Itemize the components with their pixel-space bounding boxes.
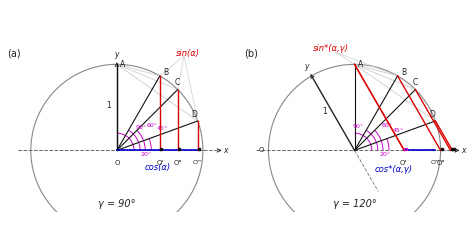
Text: 90°: 90°: [136, 124, 146, 130]
Text: 20°: 20°: [380, 152, 391, 157]
Text: 1: 1: [322, 107, 327, 116]
Text: A: A: [358, 60, 363, 69]
Text: y: y: [304, 62, 309, 71]
Text: 60°: 60°: [146, 122, 157, 128]
Polygon shape: [452, 148, 455, 150]
Polygon shape: [198, 148, 200, 150]
Polygon shape: [450, 148, 453, 150]
Text: C: C: [175, 78, 180, 87]
Text: C: C: [413, 78, 418, 87]
Text: 90°: 90°: [353, 124, 364, 129]
Text: O": O": [437, 160, 445, 166]
Text: D: D: [191, 110, 197, 119]
Text: sin(α): sin(α): [175, 49, 200, 58]
Text: O": O": [173, 160, 182, 166]
Text: (b): (b): [245, 49, 258, 59]
Text: 20°: 20°: [141, 152, 152, 157]
Text: D: D: [429, 110, 435, 119]
Text: O': O': [400, 160, 407, 166]
Text: γ = 90°: γ = 90°: [98, 199, 136, 209]
Text: B: B: [401, 68, 406, 77]
Text: O: O: [114, 160, 119, 166]
Polygon shape: [178, 148, 180, 150]
Text: x: x: [461, 146, 466, 155]
Text: x: x: [224, 146, 228, 155]
Text: A: A: [120, 60, 126, 69]
Text: O"': O"': [193, 160, 203, 165]
Text: 1: 1: [106, 101, 111, 110]
Text: 60°: 60°: [381, 123, 392, 128]
Text: 45°: 45°: [156, 126, 167, 131]
Text: cos(α): cos(α): [145, 163, 171, 172]
Text: γ = 120°: γ = 120°: [333, 199, 376, 209]
Text: 45°: 45°: [392, 128, 403, 133]
Text: sin*(α,γ): sin*(α,γ): [312, 44, 348, 53]
Text: B: B: [164, 68, 168, 77]
Text: y: y: [115, 50, 119, 59]
Text: O"': O"': [430, 160, 440, 165]
Polygon shape: [160, 148, 162, 150]
Text: cos*(α,γ): cos*(α,γ): [374, 165, 412, 174]
Text: O: O: [259, 147, 264, 153]
Text: O': O': [156, 160, 164, 166]
Polygon shape: [441, 148, 443, 150]
Text: (a): (a): [7, 49, 20, 59]
